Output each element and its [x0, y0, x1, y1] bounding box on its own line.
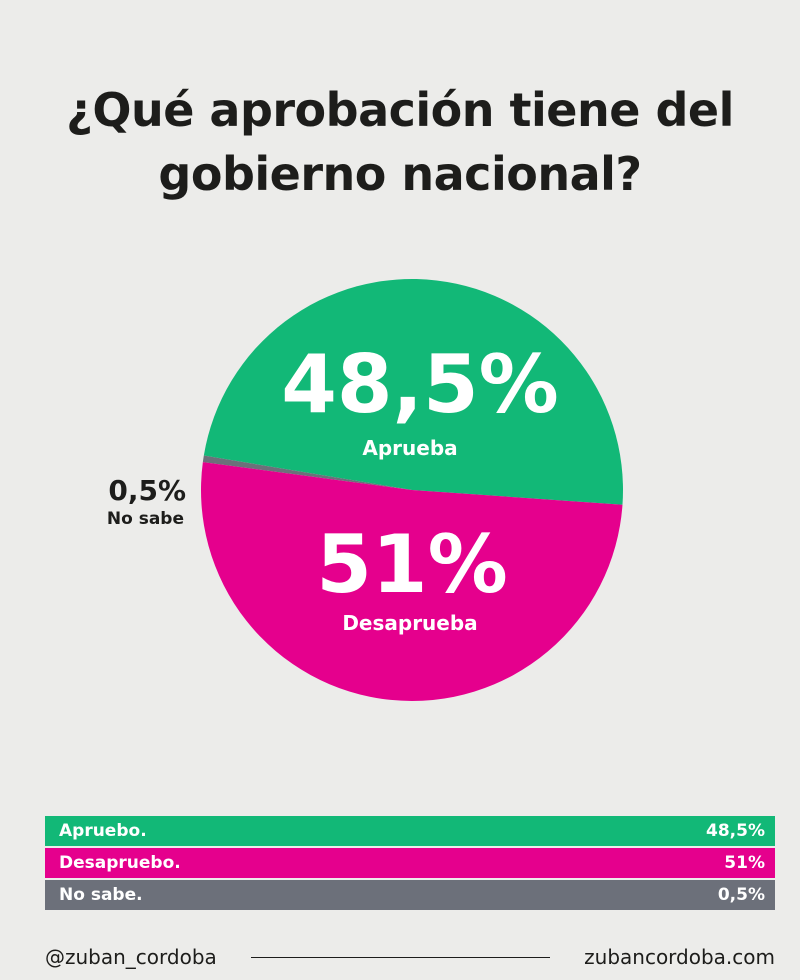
slice-name-aprueba: Aprueba	[362, 436, 457, 460]
chart-title-line-2: gobierno nacional?	[158, 147, 642, 201]
slice-name-desaprueba: Desaprueba	[342, 611, 477, 635]
chart-title-line-1: ¿Qué aprobación tiene del	[66, 83, 734, 137]
legend-value-no-sabe: 0,5%	[717, 885, 765, 905]
footer: @zuban_cordoba zubancordoba.com	[45, 940, 775, 974]
legend-label-desaprueba: Desapruebo.	[59, 853, 181, 873]
legend-row-no-sabe: No sabe. 0,5%	[45, 880, 775, 910]
slice-value-no-sabe: 0,5%	[108, 474, 186, 507]
legend-value-aprueba: 48,5%	[706, 821, 765, 841]
slice-name-no-sabe: No sabe	[107, 509, 184, 529]
footer-website: zubancordoba.com	[584, 945, 775, 969]
pie-slice-aprueba	[203, 278, 624, 505]
legend-value-desaprueba: 51%	[724, 853, 765, 873]
pie-slice-no-sabe	[202, 455, 412, 490]
legend-row-aprueba: Apruebo. 48,5%	[45, 816, 775, 846]
legend-table: Apruebo. 48,5% Desapruebo. 51% No sabe. …	[45, 816, 775, 912]
footer-handle: @zuban_cordoba	[45, 945, 217, 969]
legend-row-desaprueba: Desapruebo. 51%	[45, 848, 775, 878]
pie-slice-desaprueba	[201, 462, 623, 701]
legend-label-no-sabe: No sabe.	[59, 885, 143, 905]
slice-value-desaprueba: 51%	[316, 518, 507, 611]
slice-value-aprueba: 48,5%	[281, 338, 559, 431]
chart-title: ¿Qué aprobación tiene del gobierno nacio…	[0, 78, 800, 206]
legend-label-aprueba: Apruebo.	[59, 821, 147, 841]
footer-divider	[250, 956, 551, 958]
